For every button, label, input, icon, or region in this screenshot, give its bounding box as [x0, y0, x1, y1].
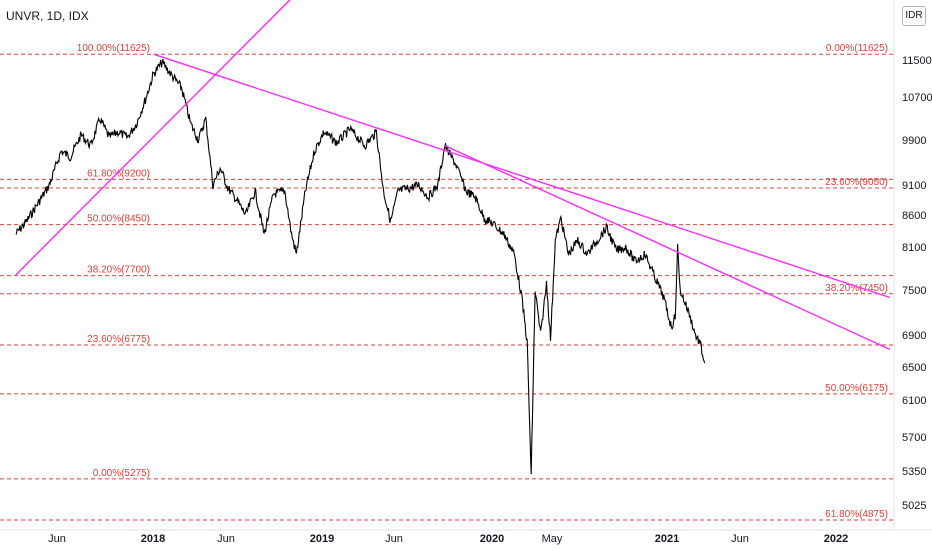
x-tick-label: Jun [385, 533, 403, 545]
fib-level-label: 50.00%(8450) [87, 214, 150, 225]
time-axis[interactable]: Jun 2018 Jun 2019 Jun 2020 May 2021 Jun 2022 [48, 533, 848, 545]
y-tick-label: 5350 [902, 466, 926, 478]
x-tick-label: 2021 [655, 533, 679, 545]
x-tick-label: 2022 [824, 533, 848, 545]
y-tick-label: 6900 [902, 330, 926, 342]
currency-button[interactable]: IDR [902, 6, 926, 26]
y-tick-label: 5025 [902, 500, 926, 512]
fib-level-label: 23.60%(9050) [825, 177, 888, 188]
trendline[interactable] [153, 53, 891, 299]
price-series [15, 58, 706, 475]
x-tick-label: Jun [217, 533, 235, 545]
y-tick-label: 9900 [902, 135, 926, 147]
fib-level-label: 38.20%(7450) [825, 283, 888, 294]
fib-level-label: 0.00%(5275) [93, 468, 150, 479]
y-tick-label: 6500 [902, 362, 926, 374]
fibonacci-retracement[interactable]: 100.00%(11625) 0.00%(11625) 61.80%(9200) 23… [0, 43, 894, 521]
fib-level-label: 100.00%(11625) [77, 43, 150, 54]
y-tick-label: 6100 [902, 395, 926, 407]
trendline[interactable] [15, 0, 307, 276]
x-tick-label: Jun [48, 533, 66, 545]
y-tick-label: 5700 [902, 432, 926, 444]
x-tick-label: Jun [731, 533, 749, 545]
fib-level-label: 50.00%(6175) [825, 383, 888, 394]
x-tick-label: 2018 [141, 533, 165, 545]
y-tick-label: 8600 [902, 210, 926, 222]
symbol-label: UNVR, 1D, IDX [6, 9, 89, 23]
y-tick-label: 9100 [902, 180, 926, 192]
y-tick-label: 11500 [902, 55, 932, 67]
trendline[interactable] [444, 144, 891, 351]
x-tick-label: May [542, 533, 563, 545]
fib-level-label: 0.00%(11625) [826, 43, 888, 54]
x-tick-label: 2020 [480, 533, 504, 545]
y-tick-label: 10700 [902, 92, 932, 104]
y-tick-label: 7500 [902, 285, 926, 297]
x-tick-label: 2019 [310, 533, 334, 545]
price-line [15, 58, 706, 475]
y-tick-label: 8100 [902, 242, 926, 254]
fib-level-label: 23.60%(6775) [87, 334, 150, 345]
fib-level-label: 61.80%(9200) [87, 168, 150, 179]
fib-level-label: 61.80%(4875) [825, 509, 888, 520]
trendlines[interactable] [15, 0, 891, 351]
price-axis[interactable]: 11500 10700 9900 9100 8600 8100 7500 6900 6500 61… [902, 55, 932, 512]
fib-level-label: 38.20%(7700) [87, 265, 150, 276]
